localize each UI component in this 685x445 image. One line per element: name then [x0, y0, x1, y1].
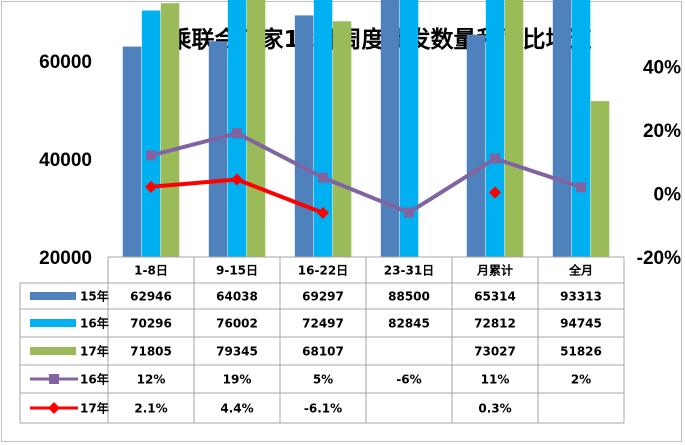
bar: [485, 0, 505, 257]
x-tick-label: 9-15日: [216, 264, 258, 278]
x-tick-label: 月累计: [476, 263, 513, 278]
bar: [504, 0, 524, 257]
y-right-tick-label: 40%: [643, 58, 681, 79]
y-left-tick-label: 40000: [39, 150, 92, 171]
x-tick-label: 1-8日: [134, 264, 168, 278]
line-point: [490, 153, 500, 164]
y-right-tick-label: 20%: [643, 121, 681, 142]
line-point: [576, 182, 586, 193]
bar: [294, 15, 314, 258]
bar: [141, 10, 161, 257]
y-right-tick-label: -20%: [637, 248, 681, 269]
data-label: -6%: [396, 373, 421, 387]
bar: [399, 0, 419, 257]
y-right-tick-label: 0%: [654, 185, 682, 206]
bar: [571, 0, 591, 257]
line-layer: [145, 128, 586, 219]
bar-layer: [122, 0, 610, 258]
line-point: [231, 173, 243, 186]
bar: [590, 101, 610, 257]
data-label: 88500: [388, 290, 430, 304]
bar: [208, 41, 228, 258]
legend-label: 17年: [80, 401, 109, 416]
data-label: 69297: [302, 290, 344, 304]
data-label: 76002: [216, 317, 258, 331]
data-label: 51826: [560, 345, 602, 359]
data-label: 2.1%: [134, 402, 167, 416]
line-point: [489, 186, 501, 199]
legend-marker: [49, 374, 59, 384]
data-label: 71805: [130, 345, 172, 359]
data-label: 5%: [313, 373, 333, 387]
x-tick-label: 23-31日: [384, 264, 434, 278]
x-tick-label: 16-22日: [298, 264, 348, 278]
y-axis-left: 20000400006000080000: [39, 52, 92, 269]
data-label: 65314: [474, 290, 516, 304]
legend-label: 15年: [80, 289, 109, 304]
data-label: 70296: [130, 317, 172, 331]
legend-label: 17年: [80, 344, 109, 359]
bar: [332, 21, 352, 257]
data-label: 72497: [302, 317, 344, 331]
legend-label: 16年: [80, 372, 109, 387]
line-point: [317, 206, 329, 219]
data-label: 19%: [223, 373, 252, 387]
bar: [552, 0, 572, 258]
data-label: 68107: [302, 345, 344, 359]
data-label: 93313: [560, 290, 602, 304]
legend-key: [30, 347, 76, 355]
y-left-tick-label: 60000: [39, 52, 92, 73]
bar: [246, 0, 266, 257]
y-axis-right: -20% 0% 20% 40%: [637, 58, 681, 270]
legend-marker: [48, 402, 60, 414]
data-label: 2%: [571, 373, 591, 387]
data-label: 82845: [388, 317, 430, 331]
x-tick-label: 全月: [568, 263, 593, 278]
bar: [466, 35, 486, 257]
data-label: 4.4%: [220, 402, 253, 416]
bar: [122, 46, 142, 257]
line-point: [146, 150, 156, 161]
legend-label: 16年: [80, 316, 109, 331]
data-label: 11%: [481, 373, 510, 387]
data-label: 79345: [216, 345, 258, 359]
data-label: -6.1%: [304, 402, 342, 416]
line-point: [145, 180, 157, 193]
series-line: [150, 131, 582, 215]
line-point: [404, 207, 414, 218]
data-label: 12%: [137, 373, 166, 387]
data-label: 72812: [474, 317, 516, 331]
data-label: 94745: [560, 317, 602, 331]
data-label: 62946: [130, 290, 172, 304]
line-point: [318, 172, 328, 183]
data-label: 0.3%: [478, 402, 511, 416]
bar: [160, 3, 180, 258]
line-point: [232, 128, 242, 139]
data-label: 64038: [216, 290, 258, 304]
y-left-tick-label: 20000: [39, 248, 92, 269]
bar: [380, 0, 400, 258]
legend-key: [30, 319, 76, 327]
bar: [313, 0, 333, 258]
data-table: 1-8日 9-15日 16-22日 23-31日 月累计 全月 15年 62946 64038 6…: [19, 256, 625, 424]
data-label: 73027: [474, 345, 516, 359]
legend-key: [30, 292, 76, 300]
